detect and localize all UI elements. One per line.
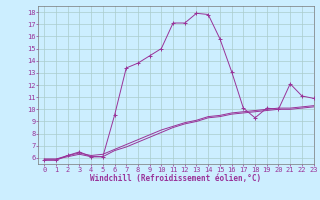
X-axis label: Windchill (Refroidissement éolien,°C): Windchill (Refroidissement éolien,°C) bbox=[91, 174, 261, 183]
